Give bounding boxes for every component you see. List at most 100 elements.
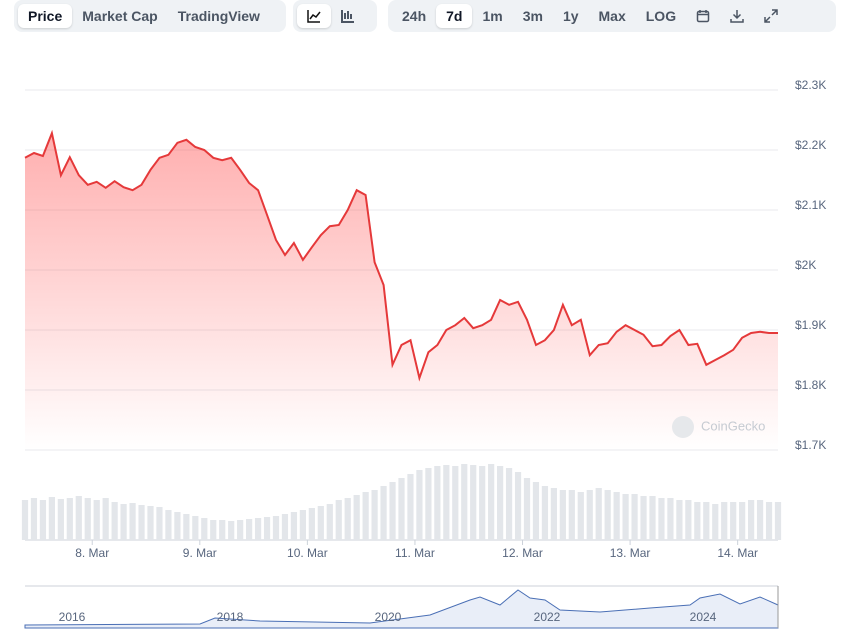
candle-chart-button[interactable] <box>331 4 365 28</box>
navigator-label: 2022 <box>534 610 561 624</box>
range-button[interactable]: LOG <box>645 8 677 24</box>
x-tick-label: 8. Mar <box>75 546 109 560</box>
y-tick-label: $2.2K <box>795 138 826 152</box>
volume-bar <box>613 492 620 540</box>
volume-bar <box>102 498 109 540</box>
price-line <box>24 129 778 382</box>
volume-bar <box>586 490 593 540</box>
x-tick-label: 13. Mar <box>610 546 651 560</box>
volume-bar <box>246 519 253 540</box>
volume-bar <box>290 512 298 540</box>
volume-bar <box>174 512 181 540</box>
volume-bar <box>514 472 522 540</box>
volume-bar <box>703 502 710 540</box>
navigator-label: 2016 <box>59 610 86 624</box>
volume-bar <box>299 510 306 540</box>
volume-bar <box>237 520 244 540</box>
volume-bar <box>317 506 324 540</box>
volume-bar <box>308 508 315 540</box>
volume-bar <box>326 504 333 540</box>
volume-bar <box>497 466 504 540</box>
volume-bar <box>667 498 674 540</box>
download-button[interactable] <box>720 4 754 28</box>
volume-bar <box>416 470 423 540</box>
watermark-logo <box>672 416 694 438</box>
volume-bar <box>774 502 782 540</box>
volume-bar <box>721 502 728 540</box>
volume-bar <box>685 500 692 540</box>
navigator-label: 2024 <box>690 610 717 624</box>
volume-bar <box>756 500 764 540</box>
y-tick-label: $2K <box>795 258 816 272</box>
volume-bar <box>344 498 351 540</box>
volume-bar <box>362 492 369 540</box>
volume-bar <box>604 490 611 540</box>
volume-bar <box>712 504 719 540</box>
range-button[interactable]: 1m <box>482 8 503 24</box>
volume-bar <box>48 497 55 540</box>
volume-bar <box>649 496 656 540</box>
volume-bar <box>66 498 73 540</box>
y-tick-label: $1.9K <box>795 318 826 332</box>
volume-bar <box>389 482 396 540</box>
y-tick-label: $1.7K <box>795 438 826 452</box>
x-tick-label: 12. Mar <box>502 546 543 560</box>
chart-style-group <box>293 0 377 32</box>
volume-bar <box>219 520 226 540</box>
range-group: 24h 7d 1m 3m 1y Max LOG <box>388 0 836 32</box>
x-tick-label: 11. Mar <box>395 546 435 560</box>
volume-bar <box>84 498 91 540</box>
volume-bar <box>380 486 387 540</box>
range-button[interactable]: 3m <box>522 8 543 24</box>
tab-group: Price Market Cap TradingView <box>14 0 286 32</box>
volume-bar <box>254 518 262 540</box>
x-tick-label: 10. Mar <box>287 546 328 560</box>
volume-bar <box>21 500 29 540</box>
x-tick-label: 9. Mar <box>183 546 217 560</box>
volume-bar <box>407 474 414 540</box>
volume-bar <box>138 505 145 540</box>
volume-bar <box>532 482 540 540</box>
tab-button[interactable]: TradingView <box>177 8 260 24</box>
volume-bar <box>505 468 513 540</box>
volume-bar <box>353 495 360 540</box>
volume-bar <box>183 514 190 540</box>
volume-bar <box>398 478 405 540</box>
volume-bar <box>156 507 163 540</box>
range-button[interactable]: 24h <box>402 8 427 24</box>
navigator-label: 2018 <box>217 610 244 624</box>
range-button[interactable]: 1y <box>562 8 579 24</box>
y-tick-label: $1.8K <box>795 378 826 392</box>
volume-bar <box>479 466 486 540</box>
volume-bar <box>523 478 531 540</box>
volume-bar <box>452 466 459 540</box>
volume-bar <box>434 466 441 540</box>
range-button[interactable]: 7d <box>436 4 473 28</box>
tab-button[interactable]: Price <box>18 4 73 28</box>
range-button[interactable]: Max <box>598 8 626 24</box>
line-chart-button[interactable] <box>297 4 331 28</box>
calendar-button[interactable] <box>686 4 720 28</box>
navigator-series <box>24 589 779 629</box>
volume-bar <box>228 521 235 540</box>
volume-bar <box>640 496 647 540</box>
volume-bar <box>165 510 172 540</box>
volume-bar <box>111 502 118 540</box>
volume-bar <box>622 494 629 540</box>
volume-bar <box>39 500 47 540</box>
volume-bar <box>470 465 477 540</box>
volume-bar <box>443 465 450 540</box>
volume-bar <box>631 494 638 540</box>
volume-bar <box>192 516 199 540</box>
tab-button[interactable]: Market Cap <box>82 8 158 24</box>
fullscreen-button[interactable] <box>754 4 788 28</box>
volume-bar <box>120 504 127 540</box>
plot: $2.3K $2.2K $2.1K $2K $1.9K $1.8K $1.7K 8. Mar 9… <box>21 78 826 624</box>
volume-bar <box>765 502 773 540</box>
volume-bar <box>577 492 584 540</box>
navigator-label: 2020 <box>375 610 402 624</box>
volume-bar <box>263 517 271 540</box>
volume-bar <box>272 516 280 540</box>
